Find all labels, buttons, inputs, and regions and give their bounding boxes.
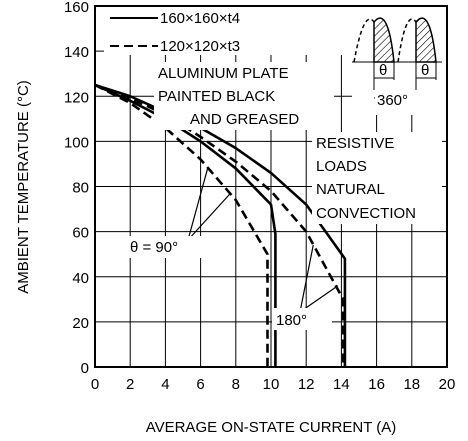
- waveform-inset: θ θ 360°: [352, 5, 446, 115]
- x-tick-label: 12: [298, 376, 315, 393]
- callout-line: [299, 285, 339, 313]
- theta-90-label: θ = 90°: [130, 239, 178, 256]
- callout-line: [187, 168, 209, 241]
- legend: 160×160×t4 120×120×t3: [104, 5, 354, 55]
- y-tick-label: 20: [72, 315, 89, 332]
- legend-label-120: 120×120×t3: [160, 38, 240, 55]
- callout-lines: [187, 168, 339, 313]
- plate-note-line-3: AND GREASED: [190, 111, 299, 128]
- curve-120-theta180: [94, 83, 345, 367]
- x-tick-label: 2: [126, 376, 134, 393]
- y-tick-label: 40: [72, 270, 89, 287]
- y-tick-label: 60: [72, 225, 89, 242]
- wave-period-label: 360°: [377, 92, 408, 109]
- y-tick-label: 100: [64, 134, 89, 151]
- curves: [94, 83, 347, 367]
- x-tick-label: 20: [439, 376, 456, 393]
- legend-label-160: 160×160×t4: [160, 10, 240, 27]
- y-tick-label: 0: [81, 360, 89, 377]
- plate-note: ALUMINUM PLATE PAINTED BLACK AND GREASED: [154, 62, 334, 130]
- load-note-line-1: RESISTIVE: [316, 135, 394, 152]
- wave-dashed-2: [397, 18, 417, 63]
- callout-line: [299, 245, 314, 313]
- x-tick-label: 16: [368, 376, 385, 393]
- wave-theta-2: θ: [421, 62, 429, 79]
- y-tick-label: 140: [64, 44, 89, 61]
- load-note-line-3: NATURAL: [316, 181, 385, 198]
- wave-dashed-1: [353, 18, 375, 63]
- x-tick-label: 18: [403, 376, 420, 393]
- load-note-line-4: CONVECTION: [316, 205, 416, 222]
- curve-160-theta90: [94, 83, 277, 367]
- x-tick-label: 10: [263, 376, 280, 393]
- x-tick-labels: 0 2 4 6 8 10 12 14 16 18 20: [91, 376, 456, 393]
- curve-120-theta90: [94, 83, 269, 367]
- x-tick-label: 14: [333, 376, 350, 393]
- y-tick-label: 80: [72, 180, 89, 197]
- x-tick-label: 6: [196, 376, 204, 393]
- curve-160-theta180: [94, 83, 347, 367]
- plate-note-line-1: ALUMINUM PLATE: [158, 65, 289, 82]
- load-note: RESISTIVE LOADS NATURAL CONVECTION: [312, 132, 442, 224]
- x-tick-label: 4: [161, 376, 169, 393]
- callout-line: [187, 192, 231, 241]
- y-tick-label: 160: [64, 0, 89, 16]
- y-axis-label: AMBIENT TEMPERATURE (°C): [15, 80, 32, 294]
- x-tick-label: 0: [91, 376, 99, 393]
- plot-frame: [94, 5, 448, 368]
- y-tick-label: 120: [64, 89, 89, 106]
- load-note-line-2: LOADS: [316, 158, 367, 175]
- wave-theta-1: θ: [379, 62, 387, 79]
- theta-180-label: 180°: [276, 312, 307, 329]
- x-axis-label: AVERAGE ON-STATE CURRENT (A): [146, 419, 397, 436]
- plate-note-line-2: PAINTED BLACK: [158, 88, 275, 105]
- y-tick-labels: 0 20 40 60 80 100 120 140 160: [64, 0, 89, 377]
- x-tick-label: 8: [232, 376, 240, 393]
